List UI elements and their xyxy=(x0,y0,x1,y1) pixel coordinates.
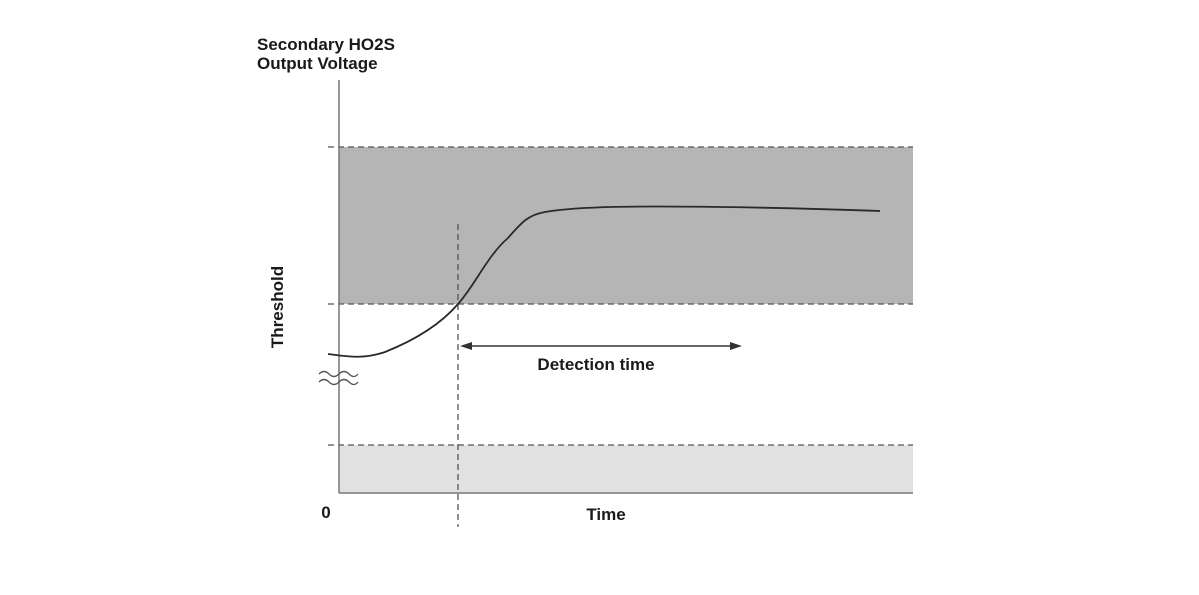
origin-label: 0 xyxy=(321,503,330,522)
x-axis-label: Time xyxy=(586,505,625,524)
annotation-detection-time: Detection time xyxy=(537,355,654,374)
threshold-label: Threshold xyxy=(268,266,287,348)
y-axis-label-line2: Output Voltage xyxy=(257,54,378,73)
lower-band xyxy=(339,445,913,493)
voltage-curve xyxy=(327,205,881,358)
axis-break-icon xyxy=(318,370,359,386)
y-axis-label-line1: Secondary HO2S xyxy=(257,35,395,54)
upper-threshold-band xyxy=(339,147,913,304)
arrowhead-right-icon xyxy=(730,342,742,350)
arrowhead-left-icon xyxy=(460,342,472,350)
